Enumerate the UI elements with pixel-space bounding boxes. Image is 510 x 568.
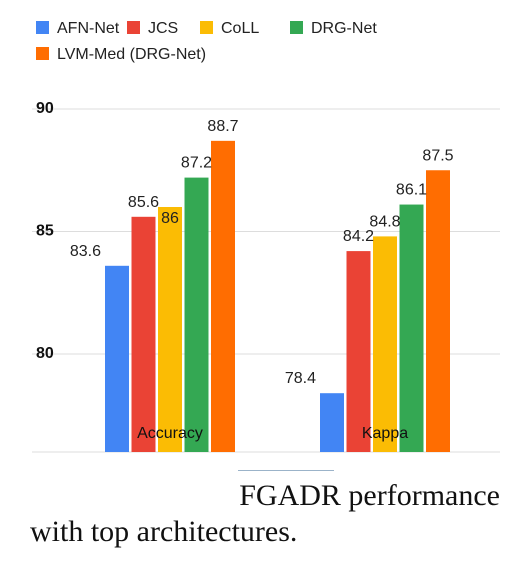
caption-line-1: FGADR performance [239, 479, 500, 512]
data-label: 87.5 [422, 147, 453, 164]
data-labels: 83.6 85.686 87.2 88.7 78.4 84.284.8 86.1 87.5 [70, 118, 454, 387]
bar [158, 207, 182, 452]
bars [105, 140, 450, 452]
legend: AFN-Net JCS CoLL DRG-Net LVM-Med (DRG-Net) [36, 20, 377, 63]
legend-swatch [36, 21, 49, 34]
legend-label: DRG-Net [311, 20, 377, 37]
caption-line-2: with top architectures. [30, 515, 298, 548]
data-label: 87.2 [181, 155, 212, 172]
category-label: Accuracy [137, 425, 203, 442]
bar-chart: AFN-Net JCS CoLL DRG-Net LVM-Med (DRG-Net) 8… [32, 20, 500, 453]
data-label: 88.7 [207, 118, 238, 135]
caption-rule [238, 470, 334, 471]
legend-swatch [127, 21, 140, 34]
data-label: 86 [161, 210, 179, 227]
category-labels: Accuracy Kappa [137, 425, 408, 442]
data-label: 84.2 [343, 228, 374, 245]
legend-swatch [36, 47, 49, 60]
legend-swatch [290, 21, 303, 34]
bar [346, 251, 371, 452]
legend-label: AFN-Net [57, 20, 120, 37]
legend-label: JCS [148, 20, 178, 37]
bar [399, 204, 424, 452]
y-tick-label: 80 [36, 345, 54, 362]
data-label: 78.4 [285, 370, 316, 387]
category-label: Kappa [362, 425, 408, 442]
bar [320, 393, 344, 452]
bar [211, 140, 235, 452]
data-label: 84.8 [369, 213, 400, 230]
legend-label: CoLL [221, 20, 259, 37]
legend-swatch [200, 21, 213, 34]
y-tick-label: 90 [36, 100, 54, 117]
legend-label: LVM-Med (DRG-Net) [57, 46, 206, 63]
bar [373, 236, 397, 452]
bar [131, 216, 156, 452]
data-label: 83.6 [70, 243, 101, 260]
data-label: 86.1 [396, 182, 427, 199]
y-tick-label: 85 [36, 223, 54, 240]
data-label: 85.6 [128, 194, 159, 211]
y-axis-ticks: 80 85 90 [36, 100, 54, 362]
figure-caption: FGADR performance with top architectures… [30, 478, 500, 550]
bar [426, 170, 450, 452]
bar [184, 177, 209, 452]
bar [105, 265, 129, 452]
